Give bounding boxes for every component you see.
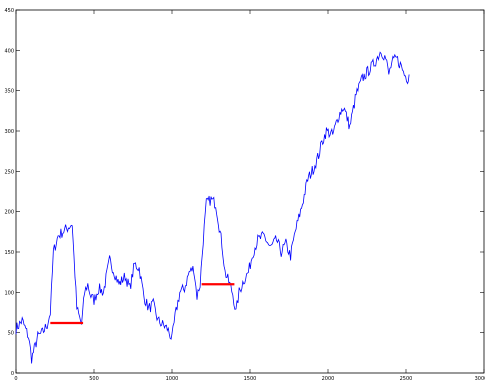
- chart-series: [15, 51, 410, 364]
- y-tick-label: 250: [4, 169, 14, 175]
- y-tick-label: 100: [4, 290, 14, 296]
- y-tick-label: 200: [4, 210, 14, 216]
- y-tick-label: 300: [4, 129, 14, 135]
- y-tick-label: 0: [11, 371, 14, 377]
- plot-frame: [15, 9, 485, 374]
- x-tick-label: 500: [89, 376, 99, 381]
- x-tick-label: 2000: [322, 376, 335, 381]
- x-tick-label: 1500: [244, 376, 257, 381]
- y-tick-label: 50: [8, 331, 14, 337]
- y-tick-label: 450: [4, 8, 14, 14]
- y-tick-label: 150: [4, 250, 14, 256]
- price-series-line: [15, 51, 410, 364]
- x-tick-label: 2500: [400, 376, 413, 381]
- y-tick-label: 350: [4, 89, 14, 95]
- x-tick-label: 1000: [166, 376, 179, 381]
- x-tick-label: 0: [14, 376, 17, 381]
- y-tick-label: 400: [4, 48, 14, 54]
